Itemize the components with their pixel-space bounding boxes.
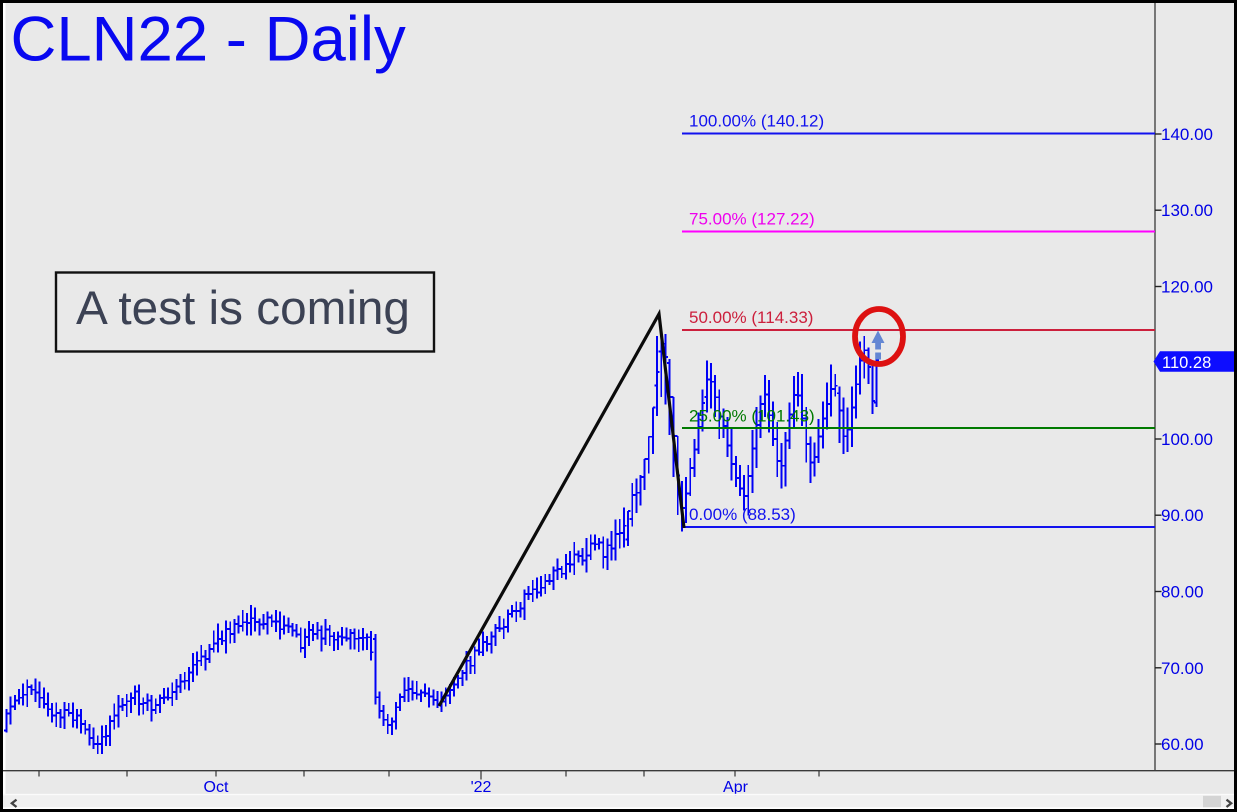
svg-text:100.00% (140.12): 100.00% (140.12) [689, 112, 824, 131]
svg-text:120.00: 120.00 [1161, 278, 1213, 297]
svg-text:25.00% (101.43): 25.00% (101.43) [689, 406, 815, 425]
svg-text:90.00: 90.00 [1161, 506, 1204, 525]
svg-text:80.00: 80.00 [1161, 583, 1204, 602]
svg-text:Apr: Apr [723, 779, 749, 796]
svg-text:'22: '22 [471, 779, 492, 796]
svg-text:60.00: 60.00 [1161, 735, 1204, 754]
svg-text:75.00% (127.22): 75.00% (127.22) [689, 210, 815, 229]
svg-text:110.28: 110.28 [1162, 354, 1211, 372]
svg-text:A test is coming: A test is coming [76, 282, 410, 335]
svg-text:100.00: 100.00 [1161, 430, 1213, 449]
svg-text:130.00: 130.00 [1161, 201, 1213, 220]
svg-text:70.00: 70.00 [1161, 659, 1204, 678]
svg-text:Oct: Oct [204, 779, 229, 796]
svg-text:50.00% (114.33): 50.00% (114.33) [689, 308, 813, 327]
svg-text:140.00: 140.00 [1161, 125, 1213, 144]
svg-text:CLN22 - Daily: CLN22 - Daily [11, 5, 406, 75]
svg-text:0.00% (88.53): 0.00% (88.53) [689, 505, 796, 524]
